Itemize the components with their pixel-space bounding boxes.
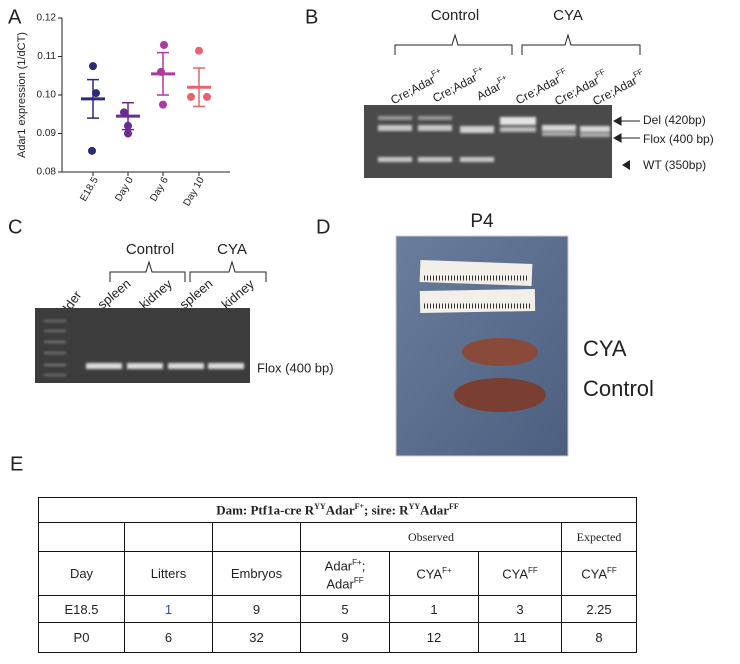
group-header: Expected	[561, 522, 637, 552]
panel-d: P4 CYA Control	[395, 211, 654, 457]
x-tick-label: E18.5	[78, 175, 101, 204]
y-axis-label: Adar1 expression (1/dCT)	[16, 32, 28, 158]
y-tick-label: 0.11	[37, 51, 56, 62]
photo-label: CYA	[583, 336, 627, 361]
bands	[44, 320, 244, 376]
column-header: CYAFF	[561, 551, 637, 596]
genotype-table: Dam: Ptf1a-cre RYYAdarF+; sire: RYYAdarF…	[38, 497, 637, 653]
lane-label: kidney	[218, 276, 257, 312]
panel-label: A	[8, 6, 22, 28]
panel-label: D	[316, 216, 330, 238]
group-label: CYA	[553, 7, 583, 24]
table-cell: 5	[300, 595, 390, 623]
data-point	[88, 146, 96, 155]
group-header: Observed	[300, 522, 562, 552]
table-cell: 3	[478, 595, 562, 623]
group-label: CYA	[217, 241, 247, 258]
panel-b: Control CYA Cre;AdarF+ Cre;AdarF+ AdarF+…	[364, 7, 714, 178]
arrow	[612, 116, 640, 126]
table-cell: 2.25	[561, 595, 637, 623]
group-label: Control	[126, 241, 174, 258]
bracket	[521, 33, 641, 55]
photo-label: Control	[583, 376, 654, 401]
data-point	[159, 100, 167, 109]
data-point	[120, 108, 128, 117]
panel-label: E	[10, 453, 23, 475]
bracket	[189, 260, 267, 282]
data-point	[203, 92, 211, 101]
column-header: Embryos	[212, 551, 301, 596]
panel-label: C	[8, 216, 22, 238]
panel-c: Control CYA Ladder spleen kidney spleen …	[35, 241, 334, 383]
bands	[378, 116, 610, 162]
ruler-label	[419, 260, 533, 286]
table-cell: 11	[478, 622, 562, 653]
column-header: Litters	[124, 551, 213, 596]
x-tick-label: Day 6	[148, 175, 171, 204]
table-cell: 1	[389, 595, 479, 623]
x-tick-label: Day 0	[113, 175, 136, 204]
table-cell: 8	[561, 622, 637, 653]
band-label: WT (350bp)	[643, 158, 706, 172]
ruler-label	[419, 288, 536, 313]
group-label: Control	[431, 7, 479, 24]
data-point	[92, 89, 100, 98]
table-title: Dam: Ptf1a-cre RYYAdarF+; sire: RYYAdarF…	[38, 497, 637, 523]
y-tick-label: 0.08	[37, 167, 57, 178]
lane-label: AdarF+	[473, 73, 512, 104]
column-header: CYAF+	[389, 551, 479, 596]
y-tick-label: 0.10	[37, 90, 57, 101]
column-header: AdarF+; AdarFF	[300, 551, 390, 596]
gel	[364, 105, 612, 178]
gel	[35, 308, 250, 383]
data-point	[89, 62, 97, 71]
bracket	[394, 33, 513, 55]
table-cell: 9	[300, 622, 390, 653]
data-point	[160, 40, 168, 49]
ruler-ticks	[424, 275, 530, 309]
photo-title: P4	[470, 211, 494, 232]
y-tick-label: 0.09	[37, 128, 57, 139]
bracket	[109, 260, 186, 282]
arrow	[612, 133, 640, 143]
table-cell: P0	[38, 622, 125, 653]
panel-a: Adar1 expression (1/dCT) 0.08 0.09 0.10 0.1…	[16, 13, 230, 208]
column-header: CYAFF	[478, 551, 562, 596]
table-cell: 1	[124, 595, 213, 623]
lane-label: spleen	[94, 276, 133, 312]
column-header: Day	[38, 551, 125, 596]
table-cell: E18.5	[38, 595, 125, 623]
x-tick-label: Day 10	[182, 175, 208, 208]
pup	[462, 338, 538, 366]
band-label: Flox (400 bp)	[643, 132, 714, 146]
table-cell: 32	[212, 622, 301, 653]
table-cell: 9	[212, 595, 301, 623]
figure-panels: A B C D E Adar1 expression (1/dCT) 0.08 0…	[8, 6, 714, 475]
data-point	[124, 129, 132, 138]
panel-label: B	[305, 6, 318, 28]
lane-label: kidney	[136, 276, 175, 312]
lane-label: spleen	[176, 276, 215, 312]
arrow	[622, 160, 630, 170]
y-tick-label: 0.12	[37, 13, 57, 24]
table-cell: 12	[389, 622, 479, 653]
band-label: Flox (400 bp)	[257, 360, 334, 375]
data-point	[195, 46, 203, 55]
pup	[454, 378, 546, 412]
data-point	[187, 92, 195, 101]
table-cell: 6	[124, 622, 213, 653]
band-label: Del (420bp)	[643, 113, 706, 127]
